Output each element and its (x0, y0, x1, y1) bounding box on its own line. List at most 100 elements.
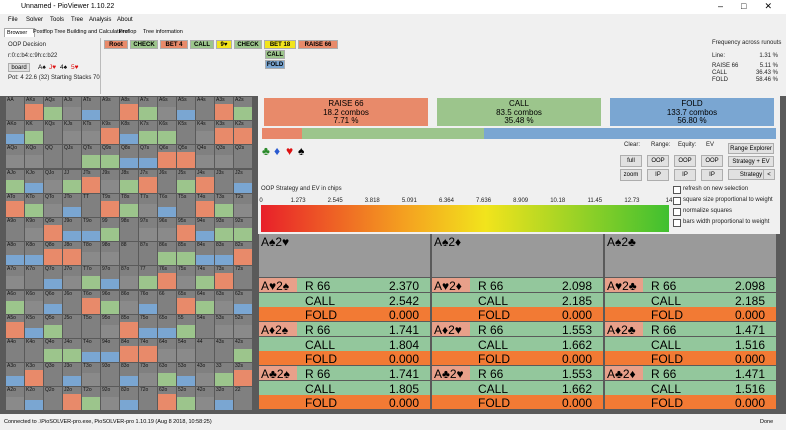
hand-cell[interactable]: 86s (158, 242, 176, 266)
hand-cell[interactable]: 76o (139, 290, 157, 314)
tree-node[interactable]: CHECK (234, 40, 262, 49)
action-box[interactable]: FOLD 133.7 combos 56.80 % (610, 98, 774, 126)
control-button[interactable]: OOP (647, 155, 669, 167)
hand-cell[interactable]: 43o (196, 363, 214, 387)
hand-cell[interactable]: 75o (139, 314, 157, 338)
tab[interactable]: Postflop Tree Building and Calculations (33, 29, 129, 35)
hand-cell[interactable]: K2o (25, 387, 43, 411)
hand-cell[interactable]: T7o (82, 266, 100, 290)
hand-cell[interactable]: T8s (120, 193, 138, 217)
hand-cell[interactable]: KJo (25, 169, 43, 193)
checkbox[interactable] (673, 197, 681, 205)
hand-cell[interactable]: A6o (6, 290, 24, 314)
hand-cell[interactable]: A5s (177, 97, 195, 120)
hand-cell[interactable]: 42o (196, 387, 214, 411)
hand-cell[interactable]: 82s (234, 242, 252, 266)
hand-cell[interactable]: K9o (25, 218, 43, 241)
hand-cell[interactable]: K6s (158, 121, 176, 145)
hand-cell[interactable]: 73s (215, 266, 233, 290)
hand-cell[interactable]: K8s (120, 121, 138, 145)
action-box[interactable]: RAISE 66 18.2 combos 7.71 % (264, 98, 428, 126)
hand-cell[interactable]: 87o (120, 266, 138, 290)
hand-cell[interactable]: 76s (158, 266, 176, 290)
hand-cell[interactable]: Q4s (196, 145, 214, 169)
hand-cell[interactable]: AQs (44, 97, 62, 120)
hand-cell[interactable]: 63s (215, 290, 233, 314)
hand-cell[interactable]: 94o (101, 339, 119, 362)
hand-cell[interactable]: A5o (6, 314, 24, 338)
hand-cell[interactable]: 66 (158, 290, 176, 314)
hand-cell[interactable]: 97o (101, 266, 119, 290)
hand-cell[interactable]: K6o (25, 290, 43, 314)
hand-cell[interactable]: JJ (63, 169, 81, 193)
hand-cell[interactable]: 84o (120, 339, 138, 362)
hand-cell[interactable]: 87s (139, 242, 157, 266)
hand-cell[interactable]: A3s (215, 97, 233, 120)
checkbox[interactable] (673, 219, 681, 227)
hand-cell[interactable]: KK (25, 121, 43, 145)
hand-cell[interactable]: 65o (158, 314, 176, 338)
side-button[interactable]: Strategy + EV (728, 156, 774, 167)
control-button[interactable]: OOP (674, 155, 696, 167)
hand-cell[interactable]: Q8o (44, 242, 62, 266)
hand-cell[interactable]: 74s (196, 266, 214, 290)
control-button[interactable]: OOP (701, 155, 723, 167)
tab[interactable]: Browser (4, 28, 35, 37)
hand-cell[interactable]: K3o (25, 363, 43, 387)
hand-cell[interactable]: T4s (196, 193, 214, 217)
hand-cell[interactable]: 52o (177, 387, 195, 411)
hand-cell[interactable]: AKo (6, 121, 24, 145)
hand-cell[interactable]: Q3s (215, 145, 233, 169)
hand-cell[interactable]: 97s (139, 218, 157, 241)
hand-cell[interactable]: 75s (177, 266, 195, 290)
hand-cell[interactable]: K4o (25, 339, 43, 362)
tree-node[interactable]: CHECK (130, 40, 158, 49)
hand-cell[interactable]: KTo (25, 193, 43, 217)
hand-cell[interactable]: 96s (158, 218, 176, 241)
hand-cell[interactable]: J3s (215, 169, 233, 193)
hand-cell[interactable]: 64s (196, 290, 214, 314)
hand-cell[interactable]: J9o (63, 218, 81, 241)
hand-cell[interactable]: 84s (196, 242, 214, 266)
hand-cell[interactable]: 96o (101, 290, 119, 314)
tree-node[interactable]: RAISE 66 (298, 40, 338, 49)
tree-node[interactable]: BET 18 (264, 40, 296, 49)
hand-cell[interactable]: 55 (177, 314, 195, 338)
hand-cell[interactable]: Q9o (44, 218, 62, 241)
tree-node[interactable]: 9♥ (216, 40, 232, 49)
hand-cell[interactable]: AKs (25, 97, 43, 120)
hand-cell[interactable]: K2s (234, 121, 252, 145)
hand-cell[interactable]: 85o (120, 314, 138, 338)
hand-cell[interactable]: 94s (196, 218, 214, 241)
hand-cell[interactable]: JTs (82, 169, 100, 193)
hand-cell[interactable]: A8s (120, 97, 138, 120)
hand-cell[interactable]: 62o (158, 387, 176, 411)
menu-item[interactable]: About (117, 17, 133, 23)
menu-item[interactable]: Tree (71, 17, 84, 23)
hand-cell[interactable]: 54o (177, 339, 195, 362)
hand-cell[interactable]: Q5s (177, 145, 195, 169)
hand-cell[interactable]: Q6o (44, 290, 62, 314)
hand-cell[interactable]: A3o (6, 363, 24, 387)
hand-cell[interactable]: T6o (82, 290, 100, 314)
hand-cell[interactable]: KJs (63, 121, 81, 145)
tab[interactable]: Preflop (119, 29, 137, 35)
hand-cell[interactable]: 43s (215, 339, 233, 362)
board-button[interactable]: board (8, 63, 30, 72)
hand-cell[interactable]: J6s (158, 169, 176, 193)
hand-cell[interactable]: J7s (139, 169, 157, 193)
hand-cell[interactable]: T8o (82, 242, 100, 266)
tree-node[interactable]: CALL (190, 40, 214, 49)
hand-cell[interactable]: T7s (139, 193, 157, 217)
tree-node[interactable]: BET 4 (160, 40, 188, 49)
hand-cell[interactable]: KQs (44, 121, 62, 145)
hand-cell[interactable]: J8o (63, 242, 81, 266)
hand-cell[interactable]: AJo (6, 169, 24, 193)
hand-cell[interactable]: J3o (63, 363, 81, 387)
hand-cell[interactable]: 33 (215, 363, 233, 387)
hand-cell[interactable]: T5o (82, 314, 100, 338)
hand-cell[interactable]: 65s (177, 290, 195, 314)
hand-cell[interactable]: Q4o (44, 339, 62, 362)
hand-cell[interactable]: J7o (63, 266, 81, 290)
hand-cell[interactable]: 92s (234, 218, 252, 241)
